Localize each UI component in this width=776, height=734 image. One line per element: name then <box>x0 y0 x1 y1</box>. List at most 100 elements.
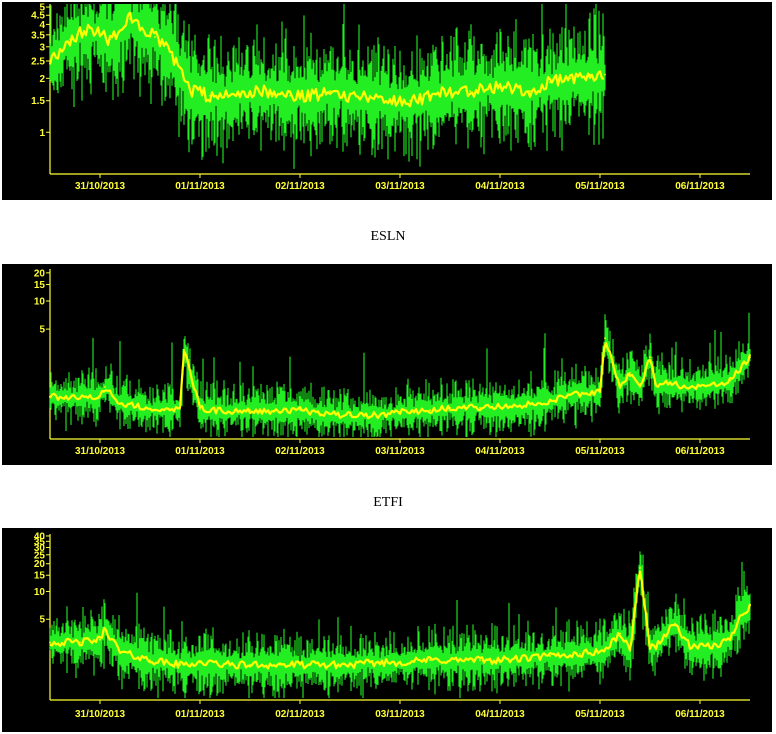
mean-point <box>744 361 746 364</box>
y-tick-label: 5 <box>39 325 45 336</box>
mean-point <box>249 90 251 92</box>
mean-point <box>329 663 331 666</box>
x-tick-label: 02/11/2013 <box>275 709 325 720</box>
mean-point <box>669 382 671 385</box>
mean-point <box>329 90 331 92</box>
mean-point <box>604 649 606 652</box>
chart-1: 1 1.5 2 2.5 33.544.55 31/10/2013 01/11/2013 02/… <box>31 3 750 192</box>
mean-point <box>654 382 656 385</box>
mean-line <box>49 341 752 420</box>
mean-point <box>619 632 621 635</box>
y-tick-label: 15 <box>34 571 46 582</box>
mean-point <box>229 94 231 97</box>
mean-point <box>299 663 301 666</box>
x-tick-label: 05/11/2013 <box>575 181 625 192</box>
x-tick-label: 06/11/2013 <box>675 446 725 457</box>
mean-point <box>119 402 121 405</box>
mean-point <box>289 94 291 97</box>
mean-point <box>629 649 631 652</box>
mean-point <box>749 356 751 359</box>
mean-point <box>739 614 741 617</box>
mean-point <box>639 386 641 388</box>
y-tick-label: 40 <box>34 531 46 542</box>
mean-point <box>154 36 156 38</box>
x-tick-label: 03/11/2013 <box>375 181 425 192</box>
x-tick-label: 02/11/2013 <box>275 181 325 192</box>
mean-point <box>619 386 621 388</box>
mean-point <box>109 38 111 41</box>
mean-point <box>569 393 571 396</box>
y-tick-label: 20 <box>34 559 46 570</box>
chart-panel-2: 5 10 15 20 31/10/2013 01/11/2013 02/11/2013 03/… <box>2 264 772 465</box>
x-tick-label: 31/10/2013 <box>75 181 125 192</box>
x-tick-label: 03/11/2013 <box>375 709 425 720</box>
mean-point <box>709 384 711 387</box>
mean-point <box>429 659 431 662</box>
mean-point <box>589 73 591 76</box>
y-tick-label: 15 <box>34 280 46 291</box>
mean-point <box>479 406 481 409</box>
mean-point <box>729 638 731 641</box>
mean-point <box>749 604 751 607</box>
mean-point <box>183 348 185 351</box>
y-tick-label: 35 <box>34 537 46 548</box>
mean-point <box>604 337 606 340</box>
caption-esln: ESLN <box>370 229 406 244</box>
mean-point <box>229 663 231 666</box>
mean-point <box>379 414 381 417</box>
y-tick-label: 4 <box>39 20 45 31</box>
y-tick-label: 30 <box>34 543 46 554</box>
y-tick-label: 25 <box>34 550 46 561</box>
x-tick-label: 04/11/2013 <box>475 181 525 192</box>
x-tick-label: 05/11/2013 <box>575 446 625 457</box>
x-tick-label: 06/11/2013 <box>675 709 725 720</box>
mean-point <box>369 94 371 97</box>
mean-point <box>99 395 101 398</box>
mean-point <box>529 657 531 659</box>
mean-point <box>189 90 191 92</box>
mean-point <box>129 17 131 20</box>
y-tick-label: 2.5 <box>31 56 45 67</box>
mean-point <box>499 659 501 662</box>
mean-point <box>249 409 251 411</box>
mean-point <box>429 94 431 97</box>
mean-point <box>349 663 351 666</box>
mean-point <box>689 386 691 388</box>
mean-point <box>149 659 151 662</box>
mean-point <box>409 99 411 102</box>
y-tick-label: 5 <box>39 3 45 14</box>
mean-point <box>199 407 201 410</box>
mean-point <box>349 94 351 97</box>
caption-etfi: ETFI <box>373 495 403 510</box>
mean-point <box>149 31 151 34</box>
mean-point <box>179 407 181 410</box>
mean-point <box>479 659 481 662</box>
mean-point <box>249 663 251 666</box>
x-tick-label: 05/11/2013 <box>575 709 625 720</box>
mean-point <box>149 407 151 410</box>
mean-point <box>729 379 731 382</box>
y-tick-label: 1.5 <box>31 96 45 107</box>
mean-point <box>389 99 391 102</box>
mean-point <box>319 412 321 415</box>
mean-point <box>629 371 631 374</box>
mean-point <box>199 661 201 664</box>
mean-point <box>449 90 451 92</box>
mean-point <box>104 627 106 630</box>
mean-point <box>649 356 651 359</box>
mean-point <box>529 403 531 406</box>
mean-point <box>279 410 281 413</box>
mean-point <box>549 81 551 84</box>
mean-point <box>379 661 381 664</box>
mean-point <box>104 386 106 388</box>
mean-point <box>279 663 281 666</box>
mean-point <box>529 90 531 92</box>
mean-point <box>489 85 491 88</box>
mean-point <box>429 409 431 411</box>
mean-point <box>649 646 651 648</box>
mean-point <box>89 27 91 30</box>
mean-point <box>399 410 401 413</box>
y-tick-label: 3 <box>39 42 45 53</box>
